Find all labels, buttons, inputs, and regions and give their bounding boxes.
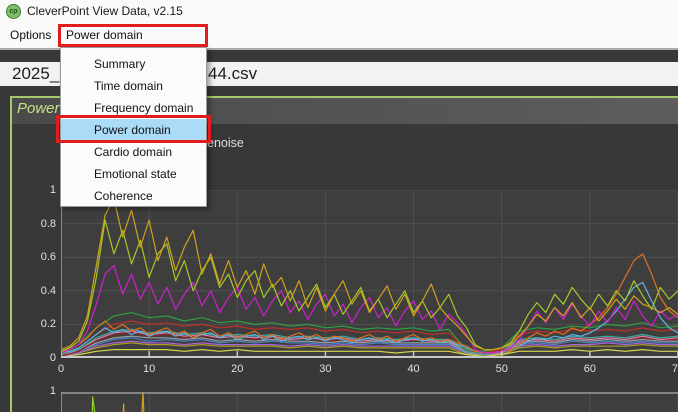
y-tick-label: 0.2: [40, 318, 56, 331]
menuitem-power-domain[interactable]: Power domain: [61, 119, 206, 141]
x-tick-label: 20: [231, 363, 244, 375]
window-title: CleverPoint View Data, v2.15: [27, 4, 183, 18]
menuitem-frequency-domain[interactable]: Frequency domain: [94, 101, 194, 115]
y-tick-label: 0: [49, 352, 56, 364]
menuitem-emotional-state[interactable]: Emotional state: [94, 167, 177, 181]
menuitem-summary[interactable]: Summary: [94, 57, 146, 71]
y-tick-label: 0.6: [40, 251, 56, 264]
power-domain-dropdown: Summary Time domain Frequency domain Pow…: [60, 47, 207, 207]
x-tick-label: 0: [57, 363, 65, 375]
chart-legend-fragment: enoise: [207, 136, 244, 150]
file-name-suffix: 44.csv: [208, 64, 258, 83]
x-tick-label: 70: [671, 363, 678, 375]
y-tick-label: 0.4: [40, 284, 56, 297]
secondary-chart: [61, 392, 678, 412]
x-tick-label: 30: [319, 363, 332, 375]
secondary-chart-y-tick: 1: [49, 385, 56, 397]
x-tick-label: 60: [583, 363, 596, 375]
file-name-prefix: 2025_: [12, 64, 60, 83]
x-tick-label: 40: [407, 363, 420, 375]
menuitem-cardio-domain[interactable]: Cardio domain: [94, 145, 173, 159]
x-tick-label: 50: [495, 363, 508, 375]
power-chart: [61, 190, 678, 358]
menu-bar: Options Power domain: [0, 22, 678, 50]
menuitem-time-domain[interactable]: Time domain: [94, 79, 163, 93]
menu-power-domain[interactable]: Power domain: [66, 28, 143, 42]
title-bar: cp CleverPoint View Data, v2.15: [0, 0, 678, 22]
menu-options[interactable]: Options: [10, 28, 52, 42]
x-tick-label: 10: [143, 363, 156, 375]
y-tick-label: 1: [49, 184, 56, 196]
app-icon: cp: [6, 3, 21, 19]
y-tick-label: 0.8: [40, 217, 56, 230]
menuitem-coherence[interactable]: Coherence: [94, 189, 153, 203]
